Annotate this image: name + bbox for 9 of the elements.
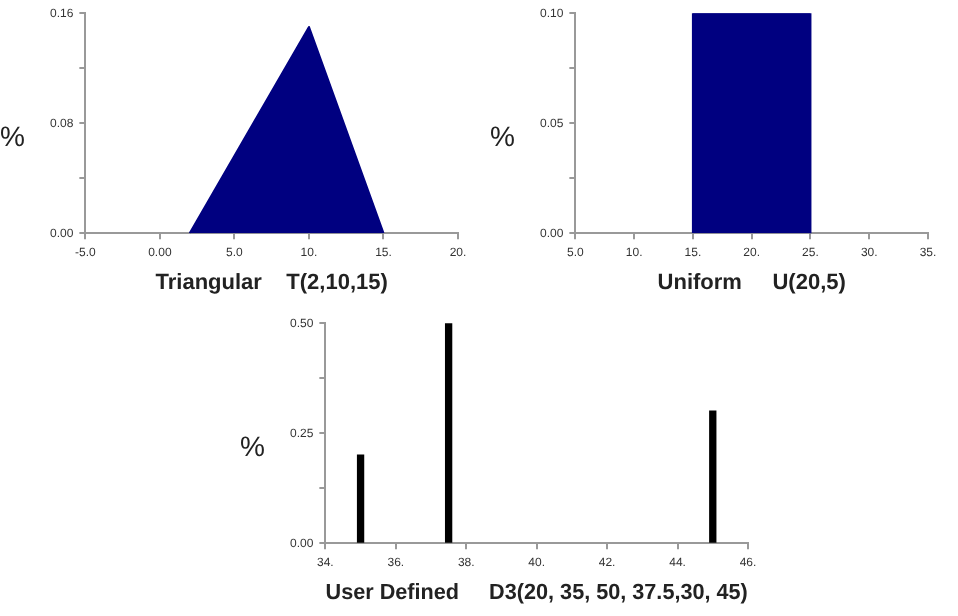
y-axis-title: % — [0, 120, 25, 152]
bar — [709, 410, 717, 543]
y-axis-title: % — [240, 430, 265, 462]
x-axis-title: User Defined D3(20, 35, 50, 37.5,30, 45) — [325, 580, 749, 605]
x-axis-title: Triangular T(2,10,15) — [155, 270, 389, 295]
x-axis-title: Uniform U(20,5) — [657, 270, 847, 295]
bar — [444, 323, 453, 543]
bar — [356, 454, 365, 543]
y-axis-title: % — [490, 120, 515, 152]
